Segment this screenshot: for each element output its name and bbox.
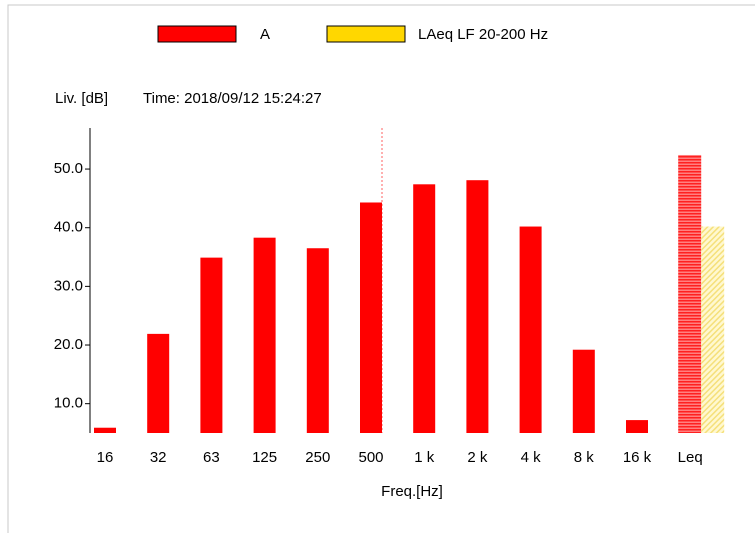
legend-swatch — [326, 25, 406, 43]
x-tick-label: 500 — [358, 449, 383, 466]
x-tick-label: 125 — [252, 449, 277, 466]
x-tick-label: 1 k — [414, 449, 435, 466]
x-tick-label: 2 k — [467, 449, 488, 466]
y-tick-label: 30.0 — [54, 277, 83, 294]
legend-swatch — [157, 25, 237, 43]
x-tick-label: Leq — [678, 449, 703, 466]
y-tick-label: 10.0 — [54, 395, 83, 412]
bar — [306, 248, 329, 433]
bar — [253, 237, 276, 433]
bar — [200, 257, 223, 433]
bar — [94, 427, 116, 433]
bar — [413, 184, 436, 433]
x-tick-label: 32 — [150, 449, 167, 466]
bar — [519, 226, 542, 433]
legend-label: A — [260, 26, 270, 43]
legend-label: LAeq LF 20-200 Hz — [418, 26, 548, 43]
bar — [678, 154, 702, 433]
x-tick-label: 4 k — [521, 449, 542, 466]
x-tick-label: 8 k — [574, 449, 595, 466]
subtitle: Time: 2018/09/12 15:24:27 — [143, 90, 322, 107]
bar — [360, 202, 382, 433]
y-tick-label: 20.0 — [54, 336, 83, 353]
y-tick-label: 50.0 — [54, 160, 83, 177]
x-tick-label: 63 — [203, 449, 220, 466]
bar — [626, 420, 648, 433]
x-axis-label: Freq.[Hz] — [381, 483, 443, 500]
x-tick-label: 250 — [305, 449, 330, 466]
x-tick-label: 16 k — [623, 449, 652, 466]
bar — [572, 349, 595, 433]
bar — [701, 226, 725, 433]
bar — [466, 180, 489, 433]
bar — [147, 333, 170, 433]
panel-border — [7, 4, 755, 533]
y-tick-label: 40.0 — [54, 219, 83, 236]
x-tick-label: 16 — [97, 449, 114, 466]
y-axis-label: Liv. [dB] — [55, 90, 108, 107]
